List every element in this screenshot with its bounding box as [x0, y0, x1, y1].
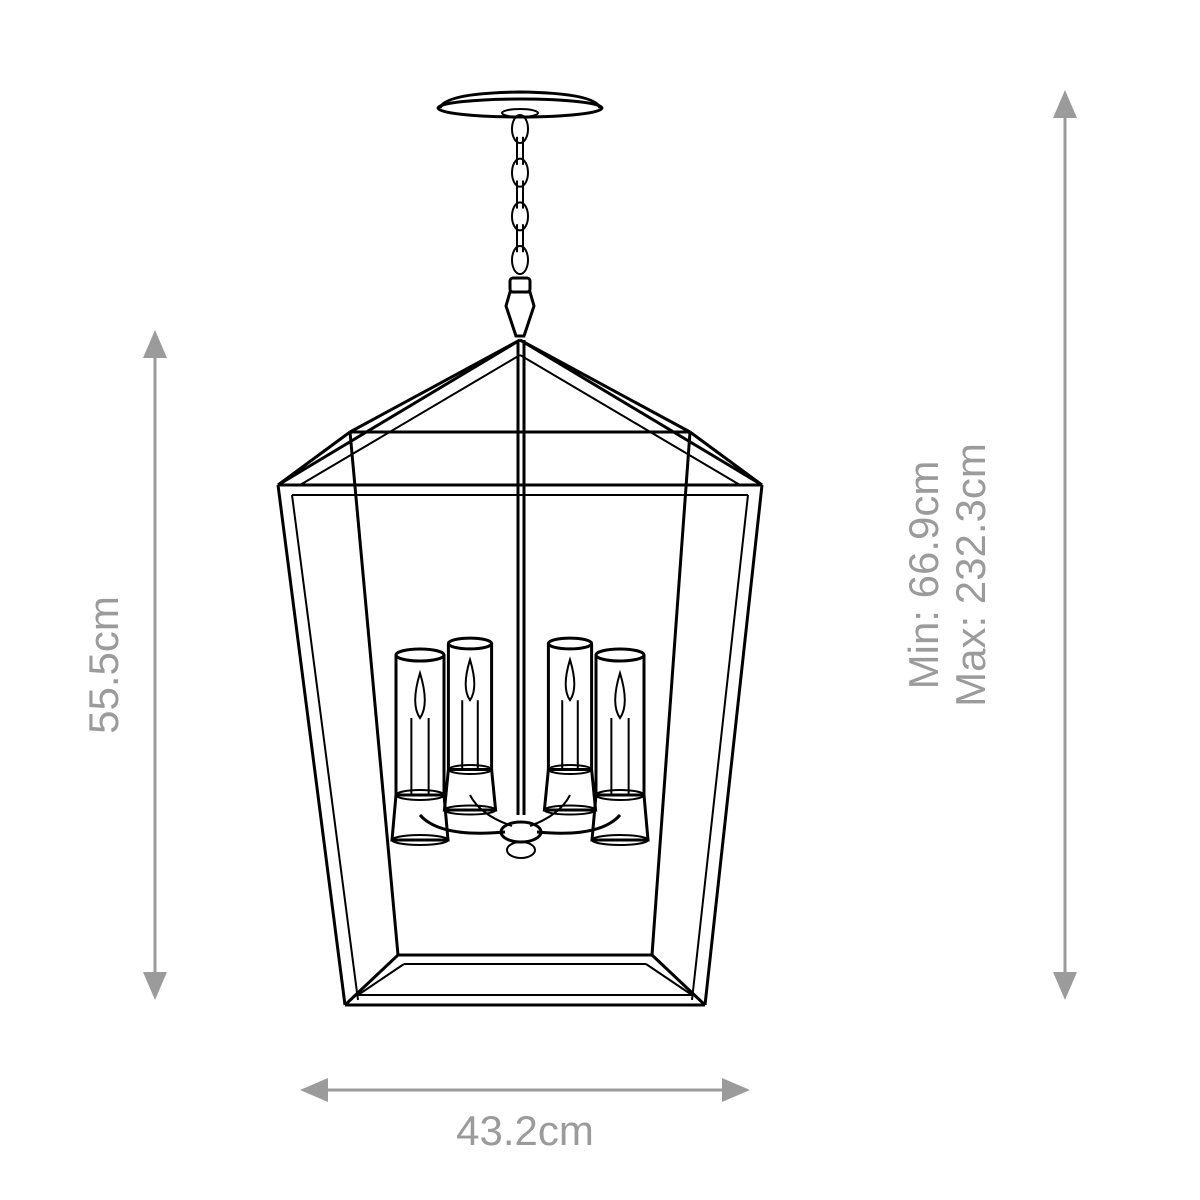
candle-cluster [392, 638, 648, 845]
cage-body [278, 432, 762, 1005]
chain [512, 115, 528, 274]
dimension-overall-height [1053, 90, 1077, 1000]
label-body-height: 55.5cm [80, 596, 127, 734]
dimension-width [300, 1078, 750, 1102]
label-width: 43.2cm [456, 1107, 594, 1154]
top-finial [506, 278, 534, 336]
cage-roof [278, 340, 762, 485]
dimension-body-height [143, 330, 167, 1000]
ceiling-canopy [438, 92, 602, 117]
label-overall-min: Min: 66.9cm [900, 461, 947, 690]
dimension-diagram: 55.5cm 43.2cm Min: 66.9cm Max: 232.3cm [0, 0, 1200, 1200]
arm-hub [420, 795, 620, 858]
cage-base [345, 955, 705, 1005]
lantern-illustration [278, 92, 762, 1005]
label-overall-max: Max: 232.3cm [947, 443, 994, 707]
